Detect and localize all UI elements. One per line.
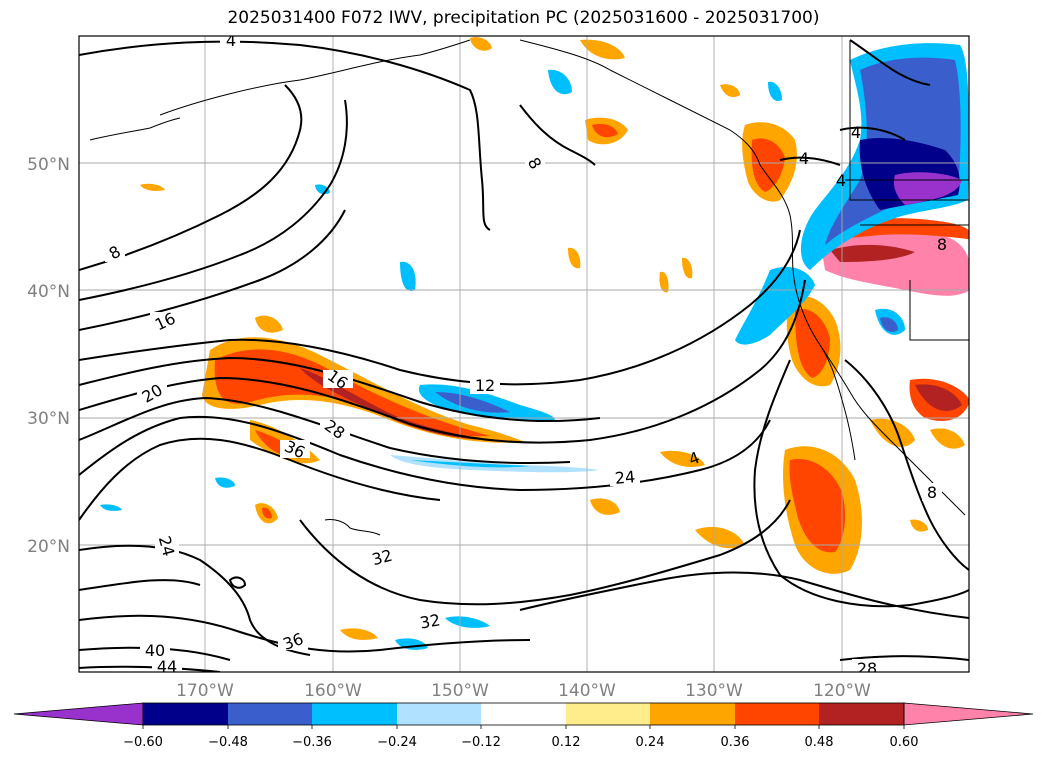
map-plot-area: 4 8 8 16 20 16 28 36 12 24 24 32 32 [79,31,969,678]
colorbar: −0.60 −0.48 −0.36 −0.24 −0.12 0.12 0.24 … [13,702,1034,750]
colorbar-tick-label: −0.48 [208,735,248,750]
colorbar-segment [481,703,566,725]
contour-label: 8 [927,483,937,502]
colorbar-tick-label: 0.12 [552,735,581,750]
lon-axis-labels: 170°W 160°W 150°W 140°W 130°W 120°W [176,681,871,701]
lon-label: 170°W [176,681,234,701]
map-title: 2025031400 F072 IWV, precipitation PC (2… [227,8,820,28]
lon-label: 140°W [558,681,616,701]
colorbar-tick-label: −0.60 [123,735,163,750]
colorbar-segment [566,703,650,725]
contour-label: 24 [614,467,636,488]
lat-label: 40°N [27,282,70,302]
contour-label: 4 [226,31,236,50]
colorbar-tick-label: 0.36 [721,735,750,750]
colorbar-segment [819,703,904,725]
colorbar-extend-high [903,702,1034,726]
contour-label: 32 [370,546,395,570]
colorbar-tick-label: −0.36 [292,735,332,750]
colorbar-segment [397,703,481,725]
colorbar-segment [650,703,735,725]
colorbar-extend-low [13,702,144,726]
colorbar-tick-label: 0.48 [805,735,834,750]
lat-label: 50°N [27,155,70,175]
colorbar-segment [312,703,397,725]
contour-label: 4 [836,171,846,190]
contour-label: 4 [851,123,861,142]
contour-label: 12 [475,376,495,395]
lon-label: 150°W [431,681,489,701]
colorbar-tick-label: −0.24 [377,735,417,750]
lat-label: 30°N [27,409,70,429]
lon-label: 130°W [685,681,743,701]
contour-label: 32 [418,610,441,632]
iwv-contours [79,39,969,672]
colorbar-segment [735,703,819,725]
contour-label: 40 [145,641,165,660]
lat-axis-labels: 20°N 30°N 40°N 50°N [27,155,70,557]
colorbar-tick-label: 0.24 [636,735,665,750]
map-frame [78,35,970,673]
gridlines [79,36,969,672]
colorbar-segment [143,703,228,725]
coastlines [89,39,969,567]
colorbar-segment [228,703,312,725]
lon-label: 160°W [304,681,362,701]
lon-label: 120°W [813,681,871,701]
contour-label: 4 [799,149,809,168]
contour-label: 8 [937,235,947,254]
contour-label: 44 [157,657,177,676]
colorbar-tick-label: 0.60 [890,735,919,750]
contour-label: 24 [155,534,179,559]
contour-label: 28 [857,659,877,678]
colorbar-tick-label: −0.12 [461,735,501,750]
lat-label: 20°N [27,537,70,557]
